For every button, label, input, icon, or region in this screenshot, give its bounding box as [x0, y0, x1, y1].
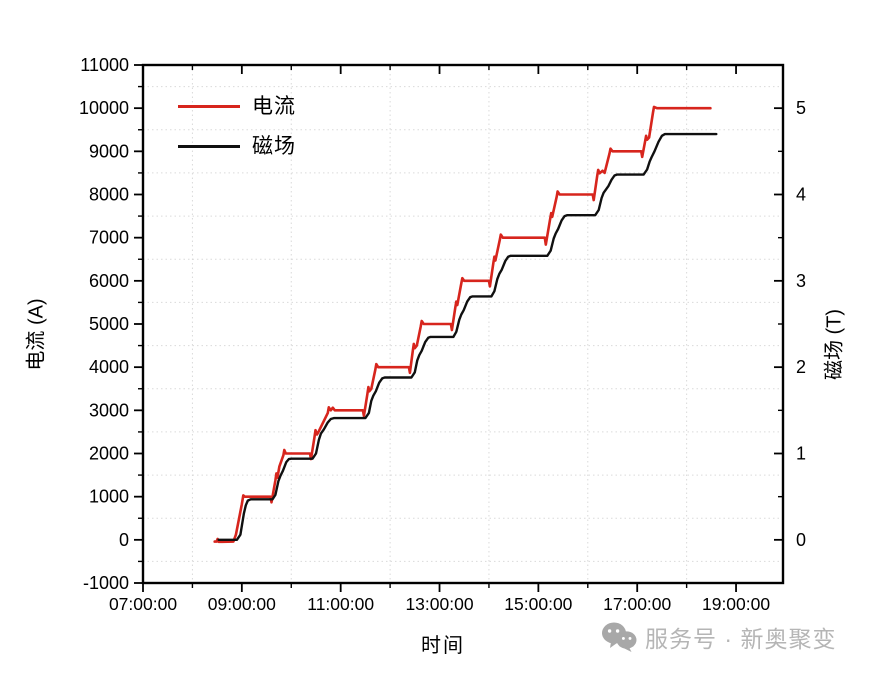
legend-item-current: 电流 [178, 86, 296, 126]
y-left-tick-label: 5000 [89, 314, 129, 334]
y-left-tick-label: 9000 [89, 141, 129, 161]
y-left-tick-label: 6000 [89, 271, 129, 291]
current-line-swatch [178, 104, 240, 108]
y-left-tick-label: 7000 [89, 228, 129, 248]
series-line-current [213, 105, 712, 544]
y-left-axis-title: 电流 (A) [25, 298, 48, 371]
field-line-swatch [178, 144, 240, 148]
y-right-tick-label: 1 [796, 444, 806, 464]
y-right-tick-label: 3 [796, 271, 806, 291]
x-tick-label: 09:00:00 [208, 594, 276, 614]
x-tick-label: 15:00:00 [504, 594, 572, 614]
legend: 电流 磁场 [178, 86, 296, 166]
y-left-tick-label: 2000 [89, 444, 129, 464]
legend-label-field: 磁场 [252, 134, 296, 158]
x-tick-label: 17:00:00 [603, 594, 671, 614]
tick-labels: -1000 0 1000 2000 3000 4000 5000 6000 7000 8000 90… [79, 55, 806, 614]
watermark: 服务号 · 新奥聚变 [601, 620, 836, 654]
wechat-icon [602, 622, 637, 652]
x-tick-label: 13:00:00 [405, 594, 473, 614]
y-right-tick-label: 0 [796, 530, 806, 550]
y-left-tick-label: 11000 [80, 55, 129, 75]
y-left-tick-label: 4000 [89, 357, 129, 377]
y-right-axis-title: 磁场 (T) [823, 308, 846, 381]
y-left-tick-label: 10000 [79, 98, 129, 118]
y-left-tick-label: 1000 [89, 487, 129, 507]
legend-label-current: 电流 [252, 94, 296, 118]
legend-item-field: 磁场 [178, 126, 296, 166]
y-right-tick-label: 2 [796, 357, 806, 377]
y-right-tick-label: 4 [796, 185, 806, 205]
series-line-field [217, 132, 718, 541]
watermark-text: 服务号 · 新奥聚变 [645, 626, 837, 652]
y-left-tick-label: 8000 [89, 185, 129, 205]
x-tick-label: 19:00:00 [702, 594, 770, 614]
ticks [134, 64, 783, 592]
x-axis-title: 时间 [421, 635, 465, 657]
y-left-tick-label: 0 [119, 530, 129, 550]
x-tick-label: 07:00:00 [109, 594, 177, 614]
y-right-tick-label: 5 [796, 98, 806, 118]
y-left-tick-label: 3000 [89, 400, 129, 420]
gridlines [143, 65, 783, 583]
x-tick-label: 11:00:00 [307, 594, 374, 614]
y-left-tick-label: -1000 [83, 573, 129, 593]
